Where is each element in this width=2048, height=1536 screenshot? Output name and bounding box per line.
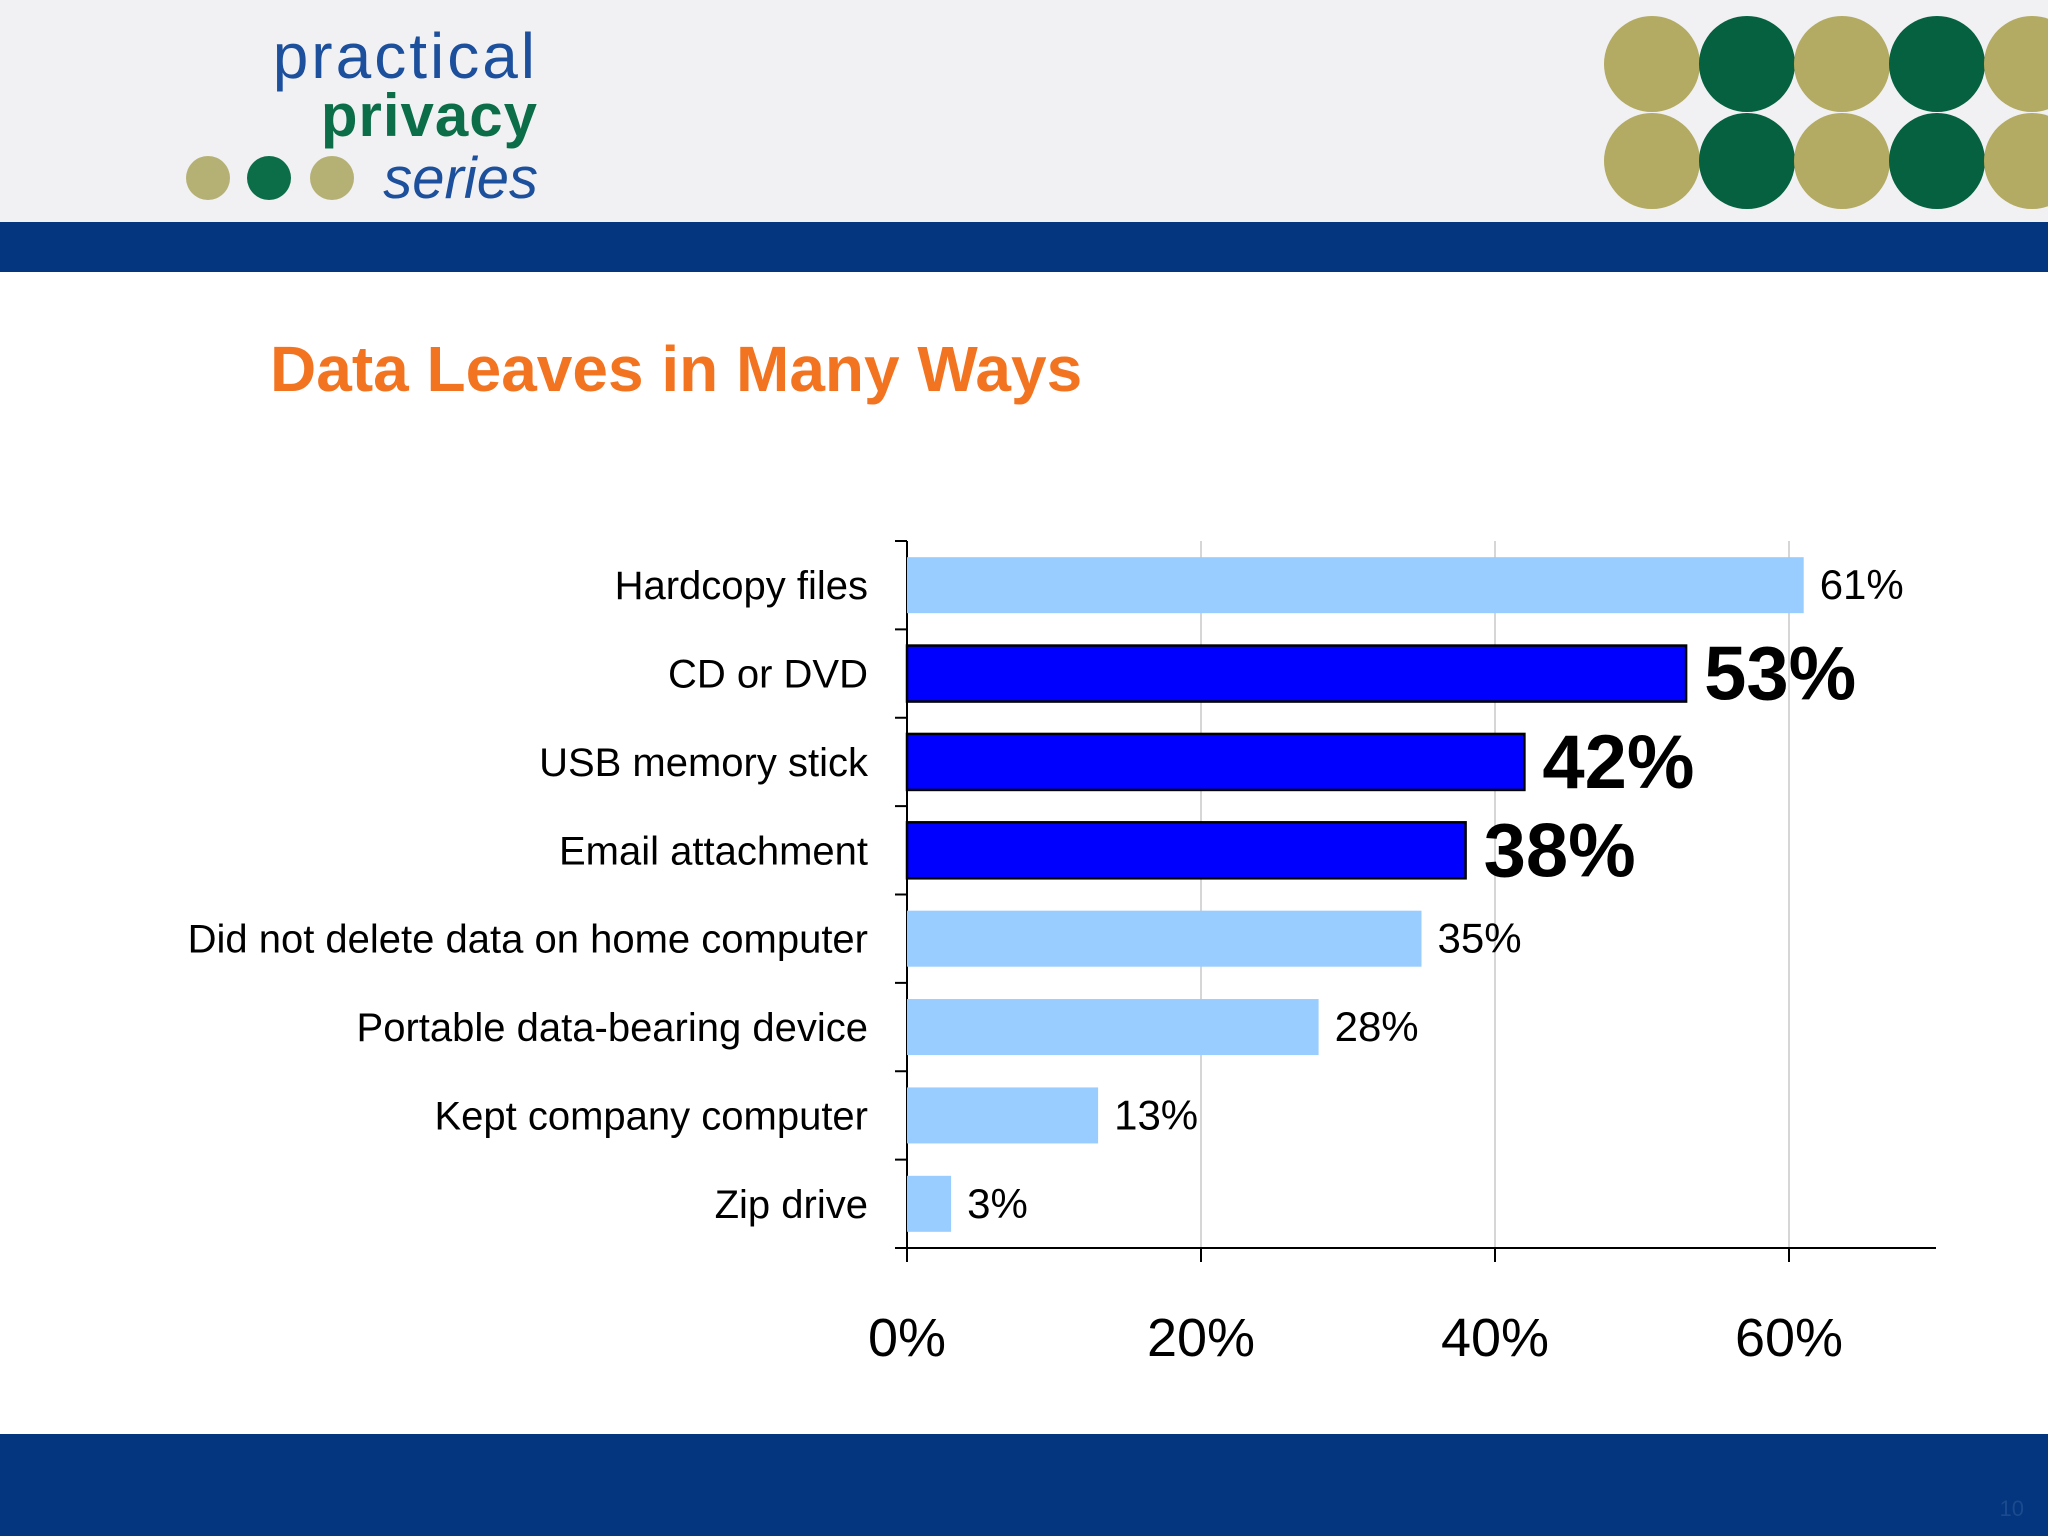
bar	[907, 910, 1422, 967]
slide-header: practical privacy series	[0, 0, 2048, 222]
value-label: 13%	[1114, 1091, 1198, 1138]
value-label: 3%	[967, 1180, 1028, 1227]
category-label: Did not delete data on home computer	[188, 918, 868, 962]
category-label: CD or DVD	[668, 653, 868, 697]
bar	[907, 1175, 952, 1232]
x-tick-label: 40%	[1441, 1308, 1549, 1368]
value-label: 38%	[1484, 808, 1636, 893]
value-label: 35%	[1438, 915, 1522, 962]
bar	[907, 557, 1804, 614]
decorative-circle-icon	[1794, 16, 1890, 112]
logo-dot-icon	[247, 156, 291, 200]
x-tick-label: 20%	[1147, 1308, 1255, 1368]
value-label: 53%	[1704, 632, 1856, 717]
logo-dot-icon	[186, 156, 230, 200]
bar	[905, 821, 1467, 880]
value-label: 42%	[1542, 720, 1694, 805]
bar	[905, 732, 1526, 792]
category-label: Zip drive	[715, 1183, 868, 1227]
x-tick-label: 60%	[1735, 1308, 1843, 1368]
bar	[905, 644, 1688, 703]
value-label: 61%	[1820, 561, 1904, 608]
x-tick-label: 0%	[868, 1308, 946, 1368]
logo-practical-text: practical	[272, 20, 538, 92]
category-label: Email attachment	[559, 829, 868, 873]
logo-dot-icon	[310, 156, 354, 200]
category-label: Portable data-bearing device	[357, 1006, 868, 1050]
decorative-circle-icon	[1699, 113, 1795, 209]
decorative-circle-icon	[1699, 16, 1795, 112]
category-label: Kept company computer	[434, 1094, 868, 1138]
logo-privacy-text: privacy	[320, 82, 538, 149]
decorative-circle-icon	[1889, 113, 1985, 209]
bar	[907, 999, 1319, 1056]
logo-series-text: series	[383, 146, 538, 211]
slide-title: Data Leaves in Many Ways	[270, 333, 1083, 405]
slide-number: 10	[1999, 1496, 2024, 1521]
decorative-circle-icon	[1889, 16, 1985, 112]
bar	[907, 1087, 1099, 1144]
decorative-circle-icon	[1794, 113, 1890, 209]
footer-band: 10	[0, 1434, 2048, 1536]
decorative-circle-icon	[1604, 16, 1700, 112]
decorative-circles	[1604, 16, 2048, 211]
decorative-circle-icon	[1604, 113, 1700, 209]
logo-dots	[186, 156, 356, 200]
category-label: USB memory stick	[539, 741, 869, 785]
value-label: 28%	[1335, 1003, 1419, 1050]
category-label: Hardcopy files	[615, 564, 868, 608]
header-band	[0, 222, 2048, 272]
